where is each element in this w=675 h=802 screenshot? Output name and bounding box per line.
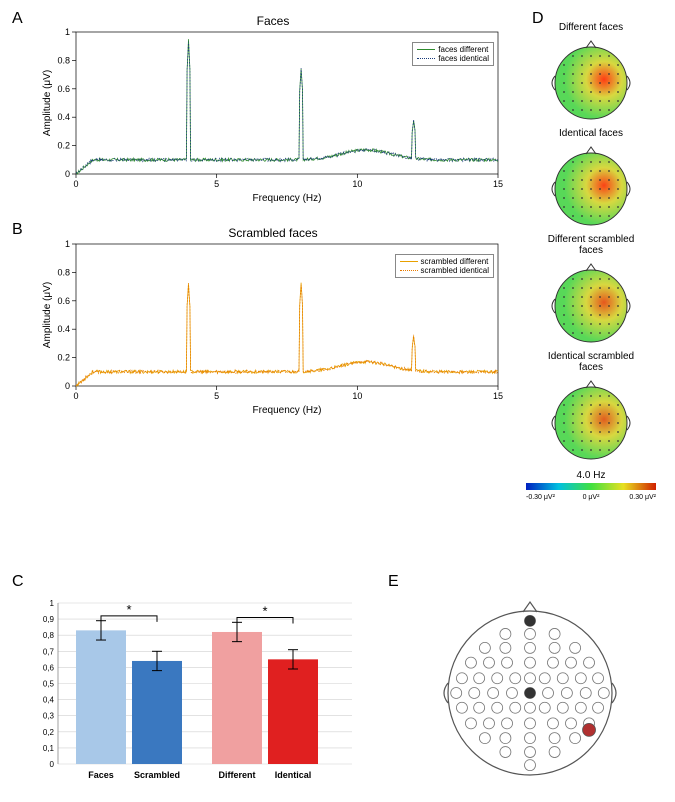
svg-text:0,9: 0,9 — [43, 615, 55, 624]
svg-text:5: 5 — [214, 391, 219, 401]
panel-label-b: B — [12, 221, 23, 239]
bar-chart: 0 0,1 0,2 0,3 0,4 0,5 0,6 0,7 0,8 0,9 1 Faces Scramb… — [28, 593, 358, 788]
svg-text:Amplitude (μV): Amplitude (μV) — [42, 282, 53, 348]
panel-e-container — [403, 593, 658, 788]
panel-label-a: A — [12, 10, 23, 28]
svg-text:5: 5 — [214, 179, 219, 189]
svg-text:0: 0 — [73, 391, 78, 401]
svg-text:0.4: 0.4 — [57, 112, 70, 122]
topo-title-0: Different faces — [516, 22, 666, 33]
panel-label-e: E — [388, 573, 399, 591]
panel-label-c: C — [12, 573, 24, 591]
svg-text:Identical: Identical — [275, 770, 312, 780]
svg-text:Frequency (Hz): Frequency (Hz) — [253, 405, 322, 416]
figure-root: A B C D E Faces 05101500.20.40.60.81Freq… — [8, 8, 667, 794]
svg-text:0.8: 0.8 — [57, 55, 70, 65]
panel-b-container: Scrambled faces 0 5 10 15 0 0.2 0.4 0.6 0.8 1 Freq… — [38, 226, 508, 416]
svg-text:0: 0 — [50, 760, 55, 769]
svg-text:10: 10 — [352, 179, 362, 189]
svg-text:0: 0 — [65, 381, 70, 391]
chart-a-title: Faces — [38, 14, 508, 28]
svg-text:1: 1 — [65, 27, 70, 37]
svg-text:*: * — [126, 602, 131, 617]
topo-freq-label: 4.0 Hz — [516, 470, 666, 481]
svg-text:0,6: 0,6 — [43, 663, 55, 672]
svg-text:15: 15 — [493, 179, 503, 189]
svg-text:1: 1 — [65, 239, 70, 249]
svg-text:0,5: 0,5 — [43, 680, 55, 689]
svg-text:0,8: 0,8 — [43, 631, 55, 640]
topomap-1 — [516, 139, 666, 234]
panel-a-container: Faces 0 5 10 15 0 0.2 0.4 0.6 0.8 1 Frequency (Hz)… — [38, 14, 508, 204]
chart-b-title: Scrambled faces — [38, 226, 508, 240]
legend-a-item-1: faces different — [417, 45, 489, 54]
svg-text:-0.30 μV²: -0.30 μV² — [526, 494, 556, 501]
topomap-2 — [516, 256, 666, 351]
legend-a-item-2: faces identical — [417, 54, 489, 63]
svg-text:0: 0 — [73, 179, 78, 189]
topomap-0 — [516, 33, 666, 128]
panel-c-container: 0 0,1 0,2 0,3 0,4 0,5 0,6 0,7 0,8 0,9 1 Faces Scramb… — [28, 593, 358, 788]
panel-d-container: Different faces Identical faces Different … — [516, 22, 666, 501]
svg-text:0 μV²: 0 μV² — [583, 494, 601, 501]
topo-title-2: Different scrambledfaces — [516, 234, 666, 256]
colorbar: -0.30 μV² 0 μV² 0.30 μV² — [516, 481, 666, 501]
svg-text:15: 15 — [493, 391, 503, 401]
svg-text:Faces: Faces — [88, 770, 114, 780]
svg-text:Different: Different — [218, 770, 255, 780]
legend-b-item-2: scrambled identical — [400, 266, 489, 275]
svg-text:0,4: 0,4 — [43, 696, 55, 705]
svg-text:0,7: 0,7 — [43, 647, 55, 656]
svg-text:Scrambled: Scrambled — [134, 770, 180, 780]
svg-text:0,3: 0,3 — [43, 712, 55, 721]
svg-text:0,2: 0,2 — [43, 728, 55, 737]
svg-text:0.2: 0.2 — [57, 353, 70, 363]
svg-text:0.6: 0.6 — [57, 296, 70, 306]
svg-text:10: 10 — [352, 391, 362, 401]
svg-text:0,1: 0,1 — [43, 744, 55, 753]
topo-title-3: Identical scrambledfaces — [516, 351, 666, 373]
svg-text:0.4: 0.4 — [57, 324, 70, 334]
svg-text:*: * — [262, 603, 267, 618]
svg-text:1: 1 — [50, 599, 55, 608]
legend-b-item-1: scrambled different — [400, 257, 489, 266]
svg-text:0.2: 0.2 — [57, 141, 70, 151]
svg-text:Amplitude (μV): Amplitude (μV) — [42, 70, 53, 136]
svg-text:0.30 μV²: 0.30 μV² — [629, 494, 656, 501]
svg-text:0.6: 0.6 — [57, 84, 70, 94]
svg-text:0.8: 0.8 — [57, 267, 70, 277]
svg-text:0: 0 — [65, 169, 70, 179]
electrode-map — [403, 593, 658, 788]
legend-b: scrambled different scrambled identical — [395, 254, 494, 278]
legend-a: faces different faces identical — [412, 42, 494, 66]
topomap-3 — [516, 373, 666, 468]
svg-text:Frequency (Hz): Frequency (Hz) — [253, 193, 322, 204]
topo-title-1: Identical faces — [516, 128, 666, 139]
